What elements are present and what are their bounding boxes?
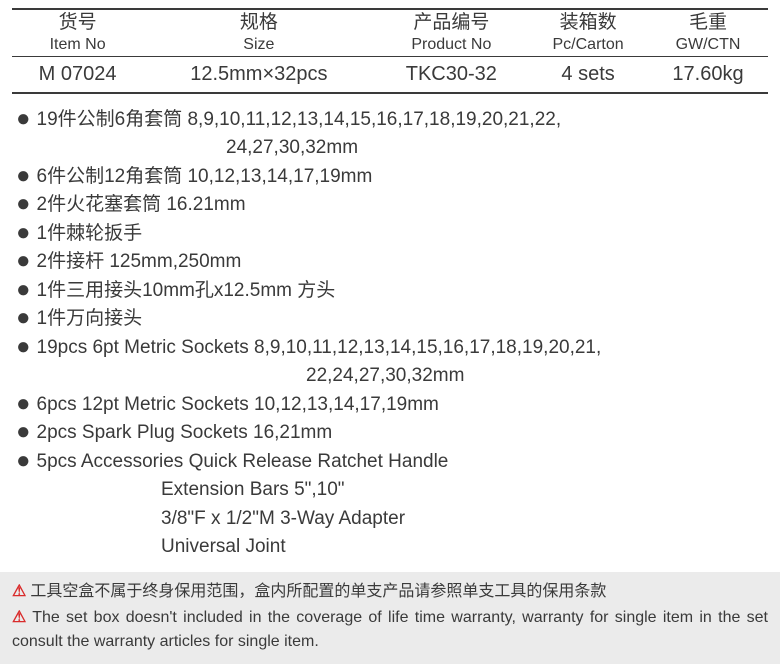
bullet-icon: ●	[16, 448, 31, 474]
spec-text: 1件万向接头	[37, 305, 765, 334]
spec-text: 19pcs 6pt Metric Sockets 8,9,10,11,12,13…	[37, 334, 765, 363]
spec-text: 2件火花塞套筒 16.21mm	[37, 191, 765, 220]
bullet-icon: ●	[16, 191, 31, 217]
bullet-icon: ●	[16, 305, 31, 331]
header-cn: 规格	[143, 12, 374, 35]
spec-continuation: 22,24,27,30,32mm	[16, 362, 764, 391]
spec-continuation: 3/8"F x 1/2"M 3-Way Adapter	[16, 505, 764, 534]
spec-line: ●2pcs Spark Plug Sockets 16,21mm	[16, 419, 764, 448]
column-header: 毛重GW/CTN	[648, 9, 768, 56]
spec-text: 2pcs Spark Plug Sockets 16,21mm	[37, 419, 765, 448]
bullet-icon: ●	[16, 220, 31, 246]
warranty-note: ⚠工具空盒不属于终身保用范围，盒内所配置的单支产品请参照单支工具的保用条款 ⚠T…	[0, 572, 780, 664]
cell-gw: 17.60kg	[648, 56, 768, 93]
warning-icon: ⚠	[12, 583, 26, 600]
column-header: 货号Item No	[12, 9, 143, 56]
column-header: 装箱数Pc/Carton	[528, 9, 648, 56]
spec-text: 6pcs 12pt Metric Sockets 10,12,13,14,17,…	[37, 391, 765, 420]
warranty-note-cn: ⚠工具空盒不属于终身保用范围，盒内所配置的单支产品请参照单支工具的保用条款	[12, 580, 768, 604]
header-cn: 毛重	[648, 12, 768, 35]
header-en: Product No	[375, 35, 529, 54]
spec-line: ●6pcs 12pt Metric Sockets 10,12,13,14,17…	[16, 391, 764, 420]
spec-text: 1件三用接头10mm孔x12.5mm 方头	[37, 277, 765, 306]
header-en: Item No	[12, 35, 143, 54]
spec-line: ●2件火花塞套筒 16.21mm	[16, 191, 764, 220]
cell-size: 12.5mm×32pcs	[143, 56, 374, 93]
spec-continuation: 24,27,30,32mm	[16, 134, 764, 163]
column-header: 产品编号Product No	[375, 9, 529, 56]
bullet-icon: ●	[16, 334, 31, 360]
spec-continuation: Universal Joint	[16, 533, 764, 562]
header-en: GW/CTN	[648, 35, 768, 54]
spec-text: 2件接杆 125mm,250mm	[37, 248, 765, 277]
spec-line: ●1件三用接头10mm孔x12.5mm 方头	[16, 277, 764, 306]
warning-icon: ⚠	[12, 609, 28, 626]
spec-continuation: Extension Bars 5",10"	[16, 476, 764, 505]
spec-text: 1件棘轮扳手	[37, 220, 765, 249]
specs-list: ●19件公制6角套筒 8,9,10,11,12,13,14,15,16,17,1…	[12, 94, 768, 572]
cell-pc-carton: 4 sets	[528, 56, 648, 93]
product-header-table: 货号Item No规格Size产品编号Product No装箱数Pc/Carto…	[12, 8, 768, 94]
bullet-icon: ●	[16, 248, 31, 274]
header-cn: 产品编号	[375, 12, 529, 35]
warranty-note-en: ⚠The set box doesn't included in the cov…	[12, 606, 768, 654]
spec-line: ●2件接杆 125mm,250mm	[16, 248, 764, 277]
column-header: 规格Size	[143, 9, 374, 56]
product-data-row: M 07024 12.5mm×32pcs TKC30-32 4 sets 17.…	[12, 56, 768, 93]
bullet-icon: ●	[16, 106, 31, 132]
bullet-icon: ●	[16, 391, 31, 417]
bullet-icon: ●	[16, 277, 31, 303]
spec-line: ●1件万向接头	[16, 305, 764, 334]
spec-text: 19件公制6角套筒 8,9,10,11,12,13,14,15,16,17,18…	[37, 106, 765, 135]
spec-line: ●19件公制6角套筒 8,9,10,11,12,13,14,15,16,17,1…	[16, 106, 764, 135]
spec-line: ●5pcs Accessories Quick Release Ratchet …	[16, 448, 764, 477]
header-en: Size	[143, 35, 374, 54]
cell-item-no: M 07024	[12, 56, 143, 93]
spec-text: 5pcs Accessories Quick Release Ratchet H…	[37, 448, 765, 477]
header-en: Pc/Carton	[528, 35, 648, 54]
spec-line: ●19pcs 6pt Metric Sockets 8,9,10,11,12,1…	[16, 334, 764, 363]
header-cn: 装箱数	[528, 12, 648, 35]
header-cn: 货号	[12, 12, 143, 35]
bullet-icon: ●	[16, 419, 31, 445]
spec-line: ● 1件棘轮扳手	[16, 220, 764, 249]
spec-text: 6件公制12角套筒 10,12,13,14,17,19mm	[37, 163, 765, 192]
bullet-icon: ●	[16, 163, 31, 189]
spec-line: ●6件公制12角套筒 10,12,13,14,17,19mm	[16, 163, 764, 192]
cell-product-no: TKC30-32	[375, 56, 529, 93]
